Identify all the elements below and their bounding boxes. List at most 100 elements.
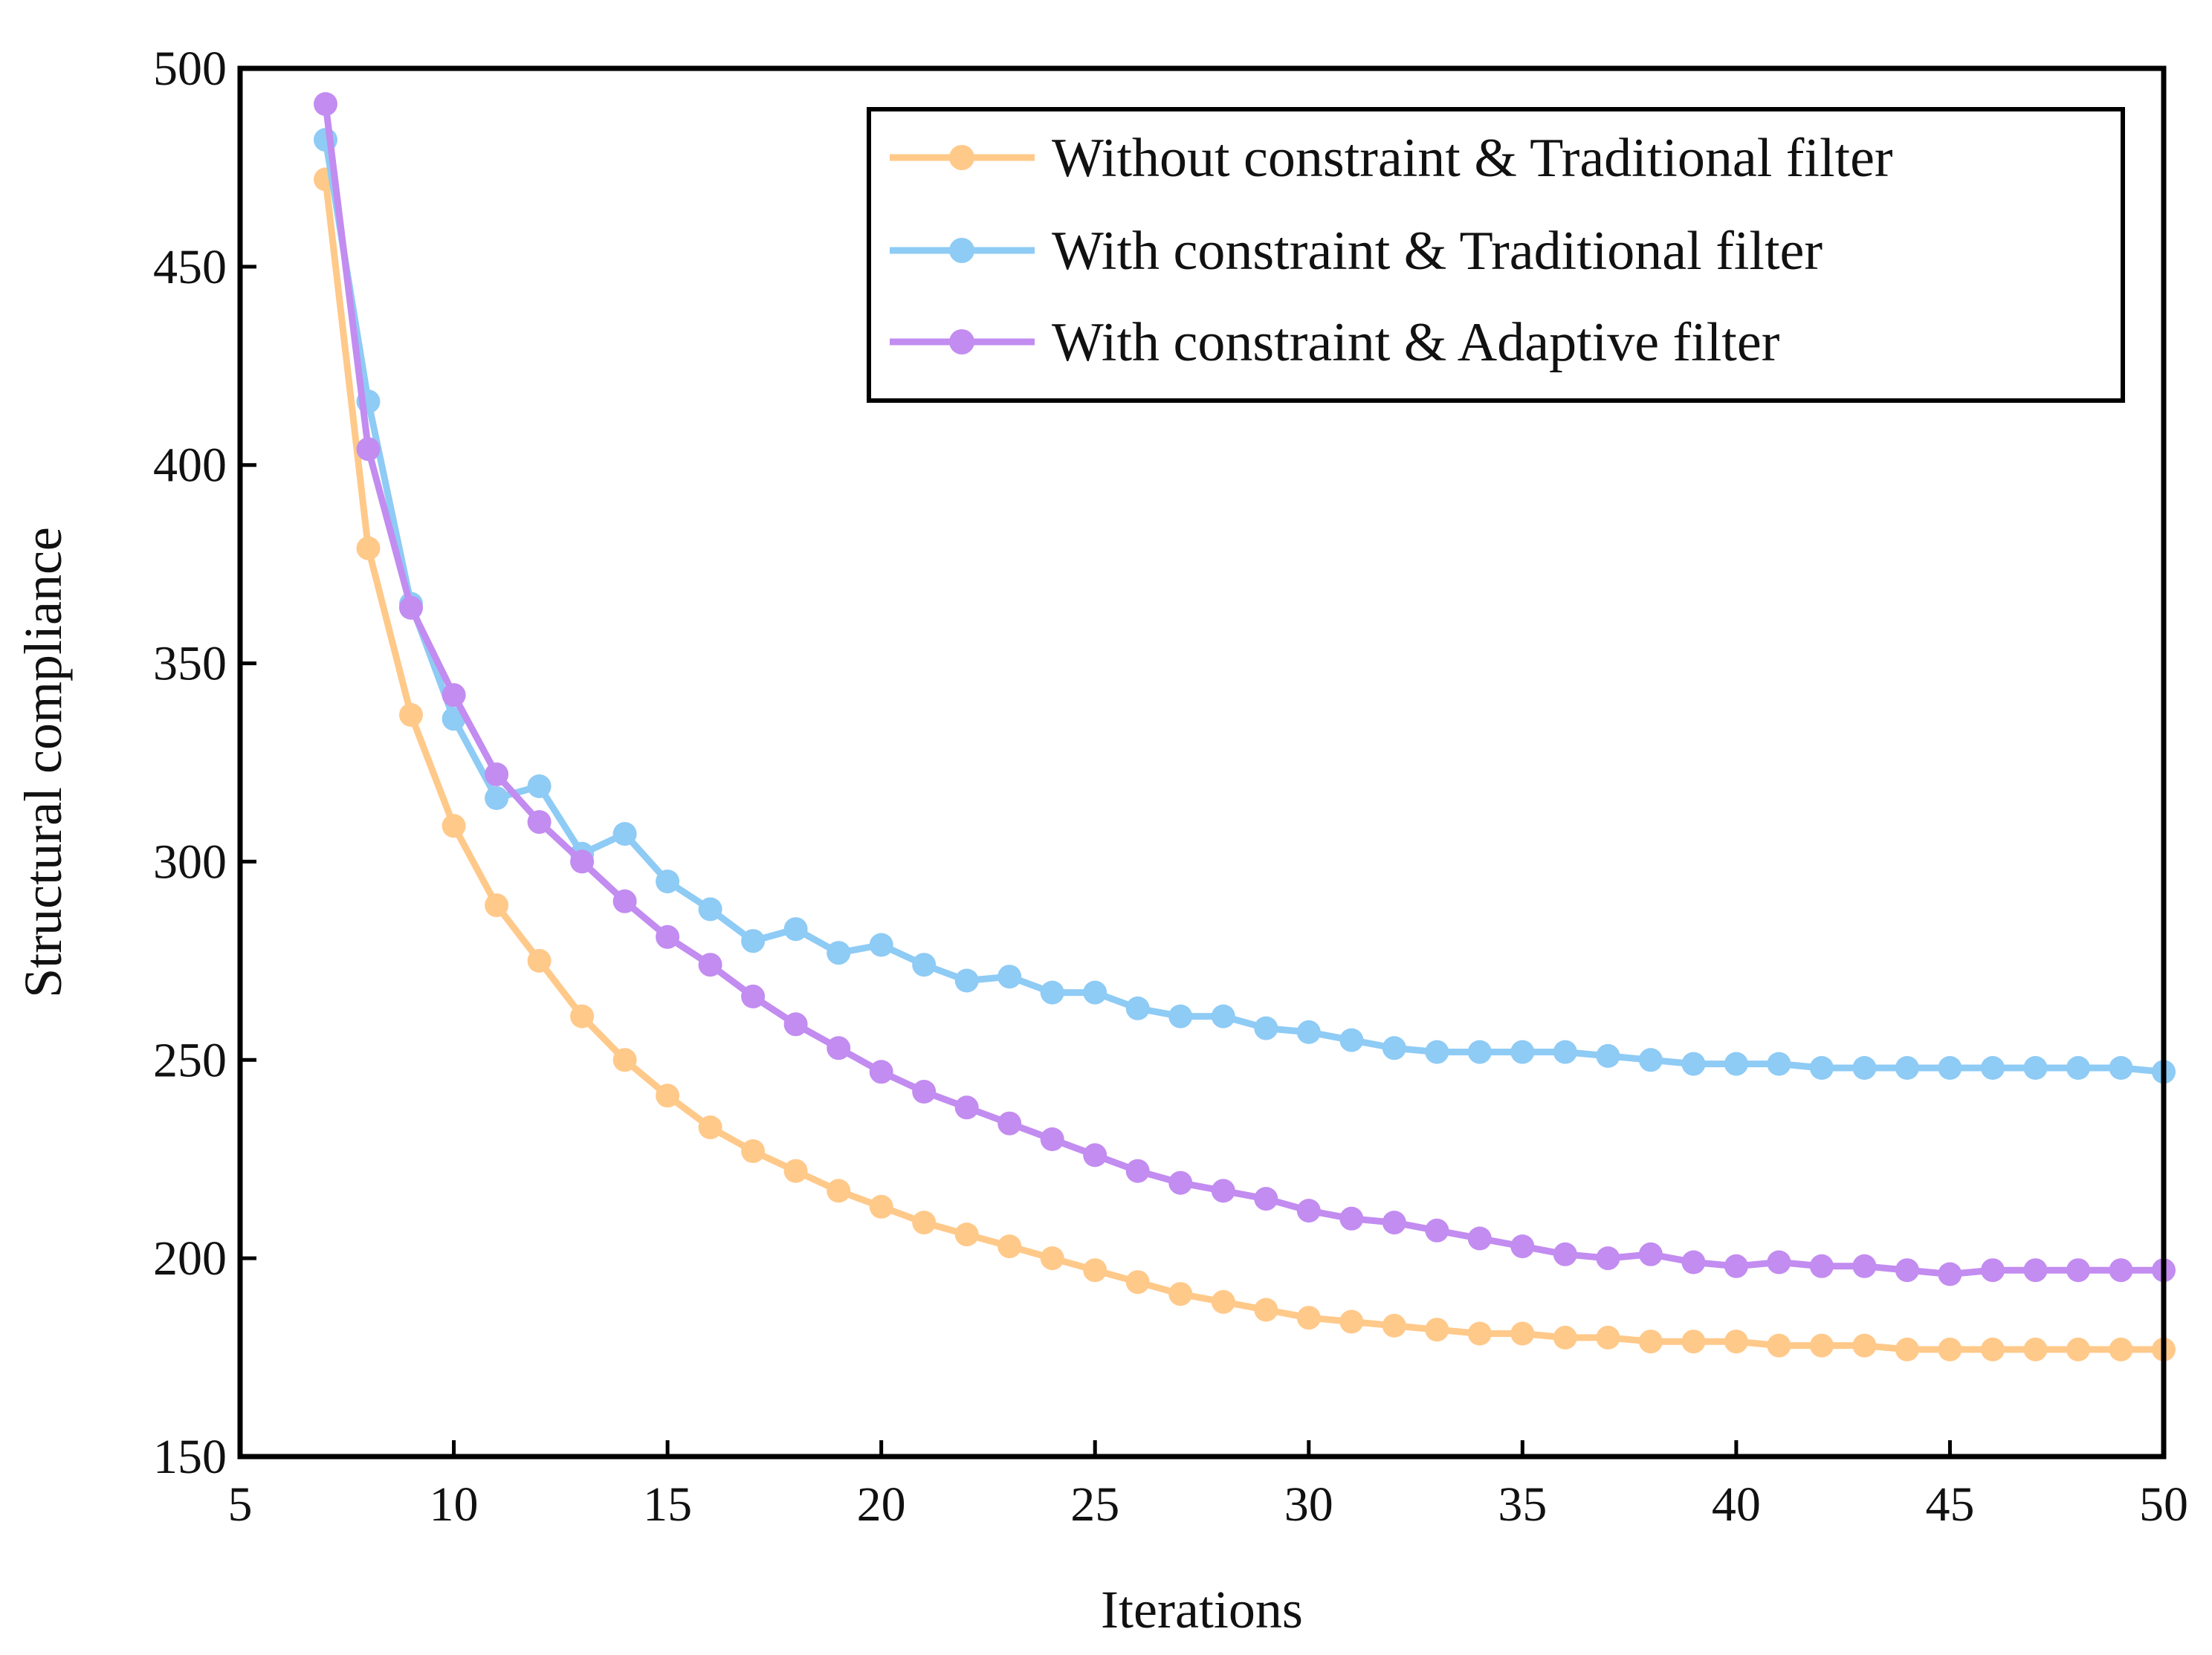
y-tick-label: 150 [153,1430,227,1484]
data-point [1938,1262,1962,1286]
data-point [954,968,979,993]
data-point [356,437,381,461]
data-point [912,1080,937,1104]
data-point [1425,1040,1449,1064]
data-point [1382,1211,1406,1235]
data-point [1895,1258,1919,1283]
legend-label: With constraint & Traditional filter [1052,221,1823,282]
data-point [656,1084,680,1108]
data-point [1510,1321,1535,1346]
data-point [570,849,595,874]
data-point [997,1111,1022,1136]
data-point [1125,996,1150,1020]
data-point [612,822,637,846]
data-point [485,786,509,810]
data-point [1040,1246,1064,1271]
x-tick-label: 30 [1284,1477,1333,1532]
data-point [656,869,680,894]
data-point [485,893,509,918]
data-point [827,941,851,965]
data-point [612,1048,637,1072]
data-point [1809,1056,1834,1080]
data-point [912,953,937,977]
data-point [1254,1298,1278,1322]
legend-label: Without constraint & Traditional filter [1052,128,1893,189]
data-point [2066,1056,2090,1080]
data-point [1852,1333,1877,1358]
data-point [612,889,637,913]
data-point [1767,1333,1791,1358]
data-point [1938,1337,1962,1361]
data-point [1596,1246,1620,1271]
data-point [2109,1337,2133,1361]
data-point [869,1194,893,1219]
data-point [1553,1242,1577,1266]
data-point [1553,1040,1577,1064]
data-point [1596,1325,1620,1350]
data-point [1681,1329,1706,1354]
data-point [1382,1036,1406,1060]
data-point [1125,1159,1150,1183]
data-point [1981,1337,2005,1361]
data-point [1681,1250,1706,1275]
data-point [1339,1028,1364,1052]
data-point [1040,1127,1064,1151]
data-point [741,984,766,1008]
data-point [1211,1004,1235,1029]
data-point [1852,1254,1877,1278]
legend-marker [949,145,974,170]
data-point [2023,1056,2048,1080]
data-point [1467,1321,1492,1346]
data-point [2109,1056,2133,1080]
legend-item-2: With constraint & Traditional filter [890,221,1823,282]
data-point [783,1012,808,1037]
y-tick-label: 200 [153,1231,227,1286]
x-tick-label: 15 [643,1477,692,1532]
data-point [442,814,466,838]
x-axis-title: Iterations [1101,1580,1303,1639]
data-point [1168,1170,1193,1195]
data-point [1083,1143,1107,1167]
data-point [1296,1199,1321,1223]
data-point [954,1095,979,1120]
data-point [997,965,1022,989]
data-point [1510,1234,1535,1259]
data-point [997,1234,1022,1259]
y-tick-label: 350 [153,637,227,691]
data-point [1638,1242,1663,1266]
data-point [1895,1337,1919,1361]
data-point [1724,1329,1748,1354]
data-point [1339,1309,1364,1334]
data-point [912,1211,937,1235]
data-point [1895,1056,1919,1080]
data-point [2066,1337,2090,1361]
y-tick-label: 450 [153,240,227,294]
data-point [1938,1056,1962,1080]
data-point [741,929,766,953]
data-point [1425,1218,1449,1243]
data-point [869,933,893,957]
data-point [2023,1258,2048,1283]
data-point [1211,1289,1235,1314]
data-point [1767,1250,1791,1275]
data-point [698,953,722,977]
legend-item-1: Without constraint & Traditional filter [890,128,1893,189]
data-point [1596,1043,1620,1068]
data-point [783,917,808,942]
y-tick-label: 250 [153,1033,227,1087]
data-point [1254,1016,1278,1040]
data-point [1724,1052,1748,1076]
series-2 [314,128,2176,1084]
data-point [1425,1318,1449,1342]
data-point [656,924,680,949]
data-point [741,1139,766,1163]
data-point [1981,1056,2005,1080]
y-tick-label: 500 [153,42,227,96]
data-point [1168,1282,1193,1306]
data-point [1467,1226,1492,1251]
data-point [1254,1187,1278,1211]
y-axis-title: Structural compliance [13,527,73,998]
data-point [314,92,337,116]
data-point [1510,1040,1535,1064]
